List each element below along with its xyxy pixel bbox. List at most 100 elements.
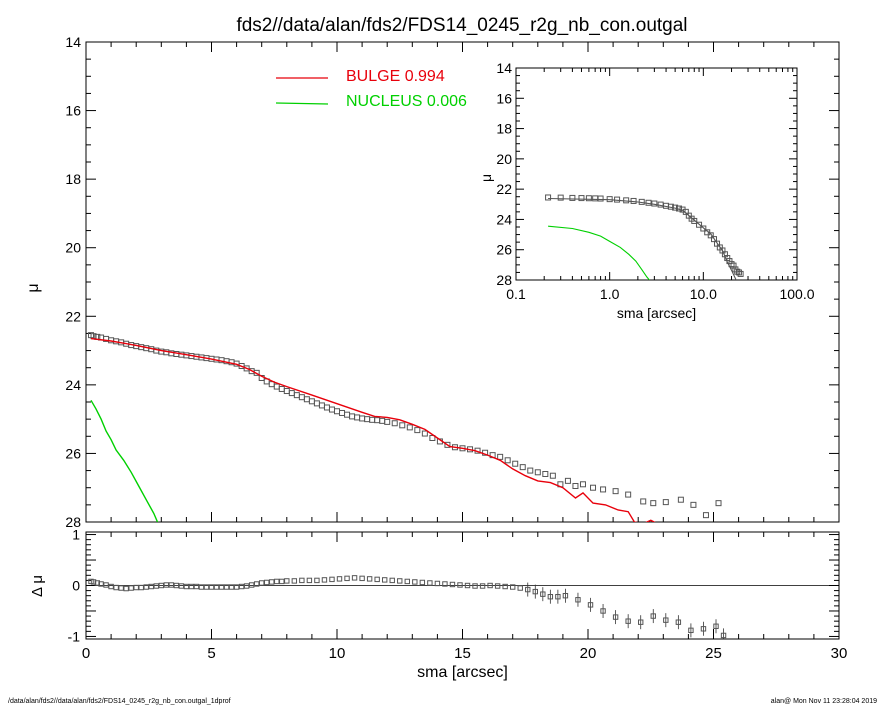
residual-point bbox=[720, 632, 727, 639]
residual-point bbox=[404, 578, 410, 585]
residual-point bbox=[532, 588, 538, 595]
y-tick-label: 28 bbox=[65, 514, 81, 530]
residual-point bbox=[517, 585, 523, 591]
inset-data-point bbox=[737, 270, 744, 277]
inset-data-point bbox=[735, 269, 742, 276]
residual-point bbox=[587, 602, 594, 608]
data-point bbox=[283, 388, 290, 395]
data-point bbox=[308, 398, 315, 405]
inset-y-tick-label: 16 bbox=[496, 90, 512, 106]
residual-point bbox=[218, 584, 225, 590]
residual-point bbox=[306, 577, 313, 584]
series-line-bulge bbox=[90, 337, 656, 522]
data-point bbox=[702, 512, 709, 519]
data-point bbox=[369, 416, 376, 423]
residual-point bbox=[168, 582, 175, 588]
inset-data-point bbox=[730, 262, 737, 269]
inset-series bbox=[545, 194, 744, 280]
inset-bg bbox=[516, 68, 797, 280]
data-point bbox=[625, 491, 632, 498]
residual-point bbox=[487, 582, 493, 589]
chart-title: fds2//data/alan/fds2/FDS14_0245_r2g_nb_c… bbox=[236, 15, 687, 36]
inset-y-tick-label: 22 bbox=[496, 181, 512, 197]
data-point bbox=[590, 484, 597, 491]
residual-point bbox=[547, 594, 554, 600]
residual-point bbox=[188, 583, 195, 590]
residual-point bbox=[291, 578, 298, 584]
residual-point bbox=[442, 581, 448, 587]
residual-point bbox=[90, 579, 97, 585]
y-tick-label: 24 bbox=[65, 377, 81, 393]
y-axis-label: μ bbox=[25, 283, 42, 292]
residual-point bbox=[329, 576, 335, 583]
inset-y-tick-label: 14 bbox=[496, 60, 512, 76]
data-point bbox=[504, 457, 511, 464]
residual-point bbox=[118, 585, 124, 591]
residual-point bbox=[351, 575, 358, 581]
residual-point bbox=[540, 591, 546, 597]
residual-point bbox=[183, 583, 190, 590]
x-tick-label: 30 bbox=[831, 645, 848, 662]
data-point bbox=[313, 400, 320, 407]
inset-data-point bbox=[711, 236, 718, 243]
data-point bbox=[512, 460, 519, 467]
residual-point bbox=[269, 579, 275, 585]
residual-point bbox=[284, 578, 290, 584]
legend-label: NUCLEUS 0.006 bbox=[346, 93, 467, 110]
residual-point bbox=[321, 577, 328, 583]
residual-point bbox=[600, 608, 606, 614]
series-line-nucleus bbox=[90, 399, 159, 522]
residual-point bbox=[233, 584, 240, 590]
data-point bbox=[298, 394, 305, 401]
inset-data-point bbox=[696, 221, 703, 228]
inset-data-point bbox=[700, 225, 707, 232]
residual-point bbox=[163, 582, 170, 588]
data-point bbox=[391, 420, 398, 427]
data-point bbox=[328, 406, 335, 413]
residual-point bbox=[138, 584, 144, 591]
residual-point bbox=[158, 582, 165, 589]
inset-y-tick-label: 26 bbox=[496, 242, 512, 258]
residual-point bbox=[238, 583, 245, 590]
data-point bbox=[527, 467, 534, 474]
residual-point bbox=[510, 584, 516, 590]
residual-point bbox=[575, 597, 581, 603]
residual-point bbox=[248, 582, 255, 588]
residual-point bbox=[625, 618, 631, 624]
resid-y-tick-label: 0 bbox=[72, 578, 80, 594]
y-tick-label: 22 bbox=[65, 308, 81, 324]
data-point bbox=[640, 498, 647, 505]
inset-line-bulge bbox=[548, 197, 737, 280]
residual-point bbox=[98, 581, 104, 587]
data-point bbox=[334, 408, 340, 415]
inset-data-point bbox=[557, 194, 564, 201]
x-tick-label: 5 bbox=[207, 645, 215, 662]
inset-y-tick-label: 20 bbox=[496, 151, 512, 167]
data-point bbox=[690, 501, 697, 508]
residual-point bbox=[397, 578, 403, 584]
inset-x-tick-label: 1.0 bbox=[600, 286, 620, 302]
inset-x-tick-label: 100.0 bbox=[779, 286, 814, 302]
data-point bbox=[414, 427, 421, 434]
residual-point bbox=[419, 579, 426, 586]
residual-point bbox=[612, 614, 619, 620]
residual-point bbox=[713, 623, 719, 629]
residual-point bbox=[359, 575, 365, 582]
y-tick-label: 20 bbox=[65, 240, 81, 256]
residual-point bbox=[113, 584, 119, 591]
x-axis-label: sma [arcsec] bbox=[417, 664, 508, 681]
data-point bbox=[384, 418, 391, 425]
footer-filepath: /data/alan/fds2//data/alan/fds2/FDS14_02… bbox=[8, 698, 231, 705]
data-point bbox=[354, 414, 361, 421]
main-series bbox=[88, 332, 722, 522]
data-point bbox=[429, 435, 436, 441]
residual-point bbox=[94, 580, 100, 586]
legend-swatch bbox=[275, 102, 329, 105]
residual-point bbox=[650, 613, 656, 619]
residual-point bbox=[479, 583, 486, 589]
residual-point bbox=[103, 582, 109, 588]
resid-series bbox=[88, 575, 727, 639]
data-point bbox=[339, 409, 346, 416]
residual-point bbox=[457, 582, 463, 588]
x-tick-label: 20 bbox=[580, 645, 597, 662]
